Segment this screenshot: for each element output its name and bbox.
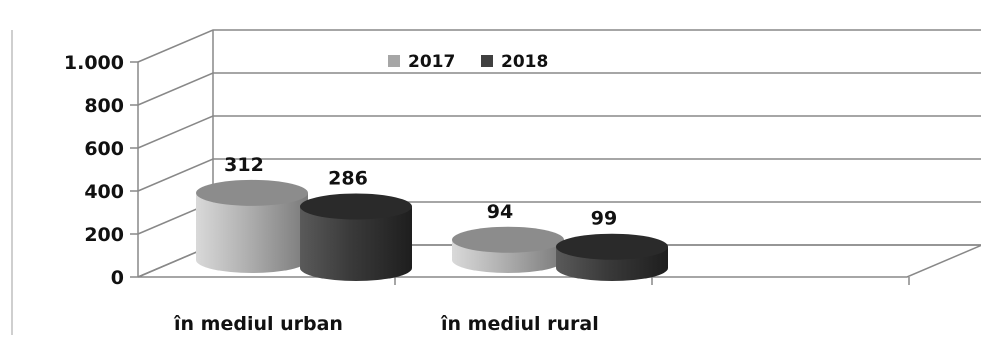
y-tick-label: 0 <box>111 267 124 289</box>
y-tick-label: 1.000 <box>64 52 124 74</box>
data-label: 312 <box>224 154 264 176</box>
gridline <box>137 72 981 106</box>
gridline <box>137 158 981 192</box>
bar-2017-1 <box>452 226 564 273</box>
bar-top <box>196 179 308 206</box>
y-tick-label: 600 <box>84 138 124 160</box>
bar-top <box>452 226 564 253</box>
x-category-label: în mediul rural <box>440 313 599 335</box>
gridline <box>137 29 981 63</box>
legend-label: 2018 <box>501 52 548 72</box>
legend-swatch <box>388 55 400 67</box>
data-label: 286 <box>328 168 368 190</box>
bar-top <box>556 233 668 260</box>
legend-swatch <box>481 55 493 67</box>
y-tick-label: 200 <box>84 224 124 246</box>
y-tick-label: 800 <box>84 95 124 117</box>
legend-label: 2017 <box>408 52 455 72</box>
bar-body <box>196 192 308 273</box>
bar-2018-0 <box>300 193 412 281</box>
bar-2017-0 <box>196 179 308 273</box>
legend-item-2017: 2017 <box>388 52 455 72</box>
data-label: 99 <box>591 208 617 230</box>
x-category-label: în mediul urban <box>173 313 343 335</box>
bar-2018-1 <box>556 233 668 281</box>
legend-item-2018: 2018 <box>481 52 548 72</box>
data-label: 94 <box>487 201 513 223</box>
gridline <box>137 115 981 149</box>
bar-body <box>300 206 412 281</box>
bar-top <box>300 193 412 220</box>
y-tick-label: 400 <box>84 181 124 203</box>
